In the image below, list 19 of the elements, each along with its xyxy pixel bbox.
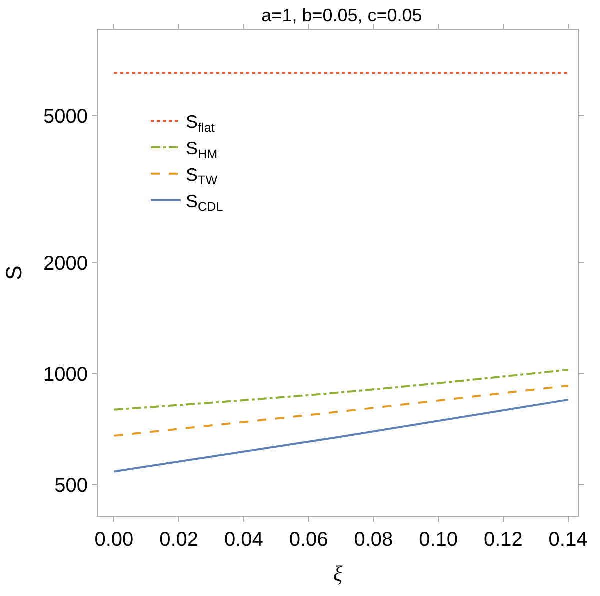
legend-label: S$_{HM}$ (186, 138, 218, 162)
x-tick-label: 0.14 (548, 529, 588, 551)
legend-label: S$_{TW}$ (186, 164, 218, 188)
x-tick-label: 0.08 (354, 529, 394, 551)
y-tick-label: 500 (54, 474, 88, 497)
legend-label: S$_{flat}$ (186, 112, 216, 135)
x-axis-title: ξ (333, 560, 344, 586)
x-tick-label: 0.04 (224, 529, 264, 551)
x-tick-label: 0.00 (94, 529, 134, 551)
y-tick-label: 2000 (44, 252, 88, 275)
legend-label: S$_{CDL}$ (186, 191, 224, 214)
x-tick-label: 0.10 (419, 529, 458, 551)
x-tick-label: 0.06 (289, 529, 328, 551)
chart-title: a=1, b=0.05, c=0.05 (262, 6, 422, 26)
y-tick-label: 1000 (44, 364, 88, 386)
x-tick-label: 0.02 (160, 529, 199, 551)
y-axis-title: S (1, 266, 26, 280)
y-tick-label: 5000 (44, 106, 88, 128)
x-tick-label: 0.12 (484, 529, 523, 551)
